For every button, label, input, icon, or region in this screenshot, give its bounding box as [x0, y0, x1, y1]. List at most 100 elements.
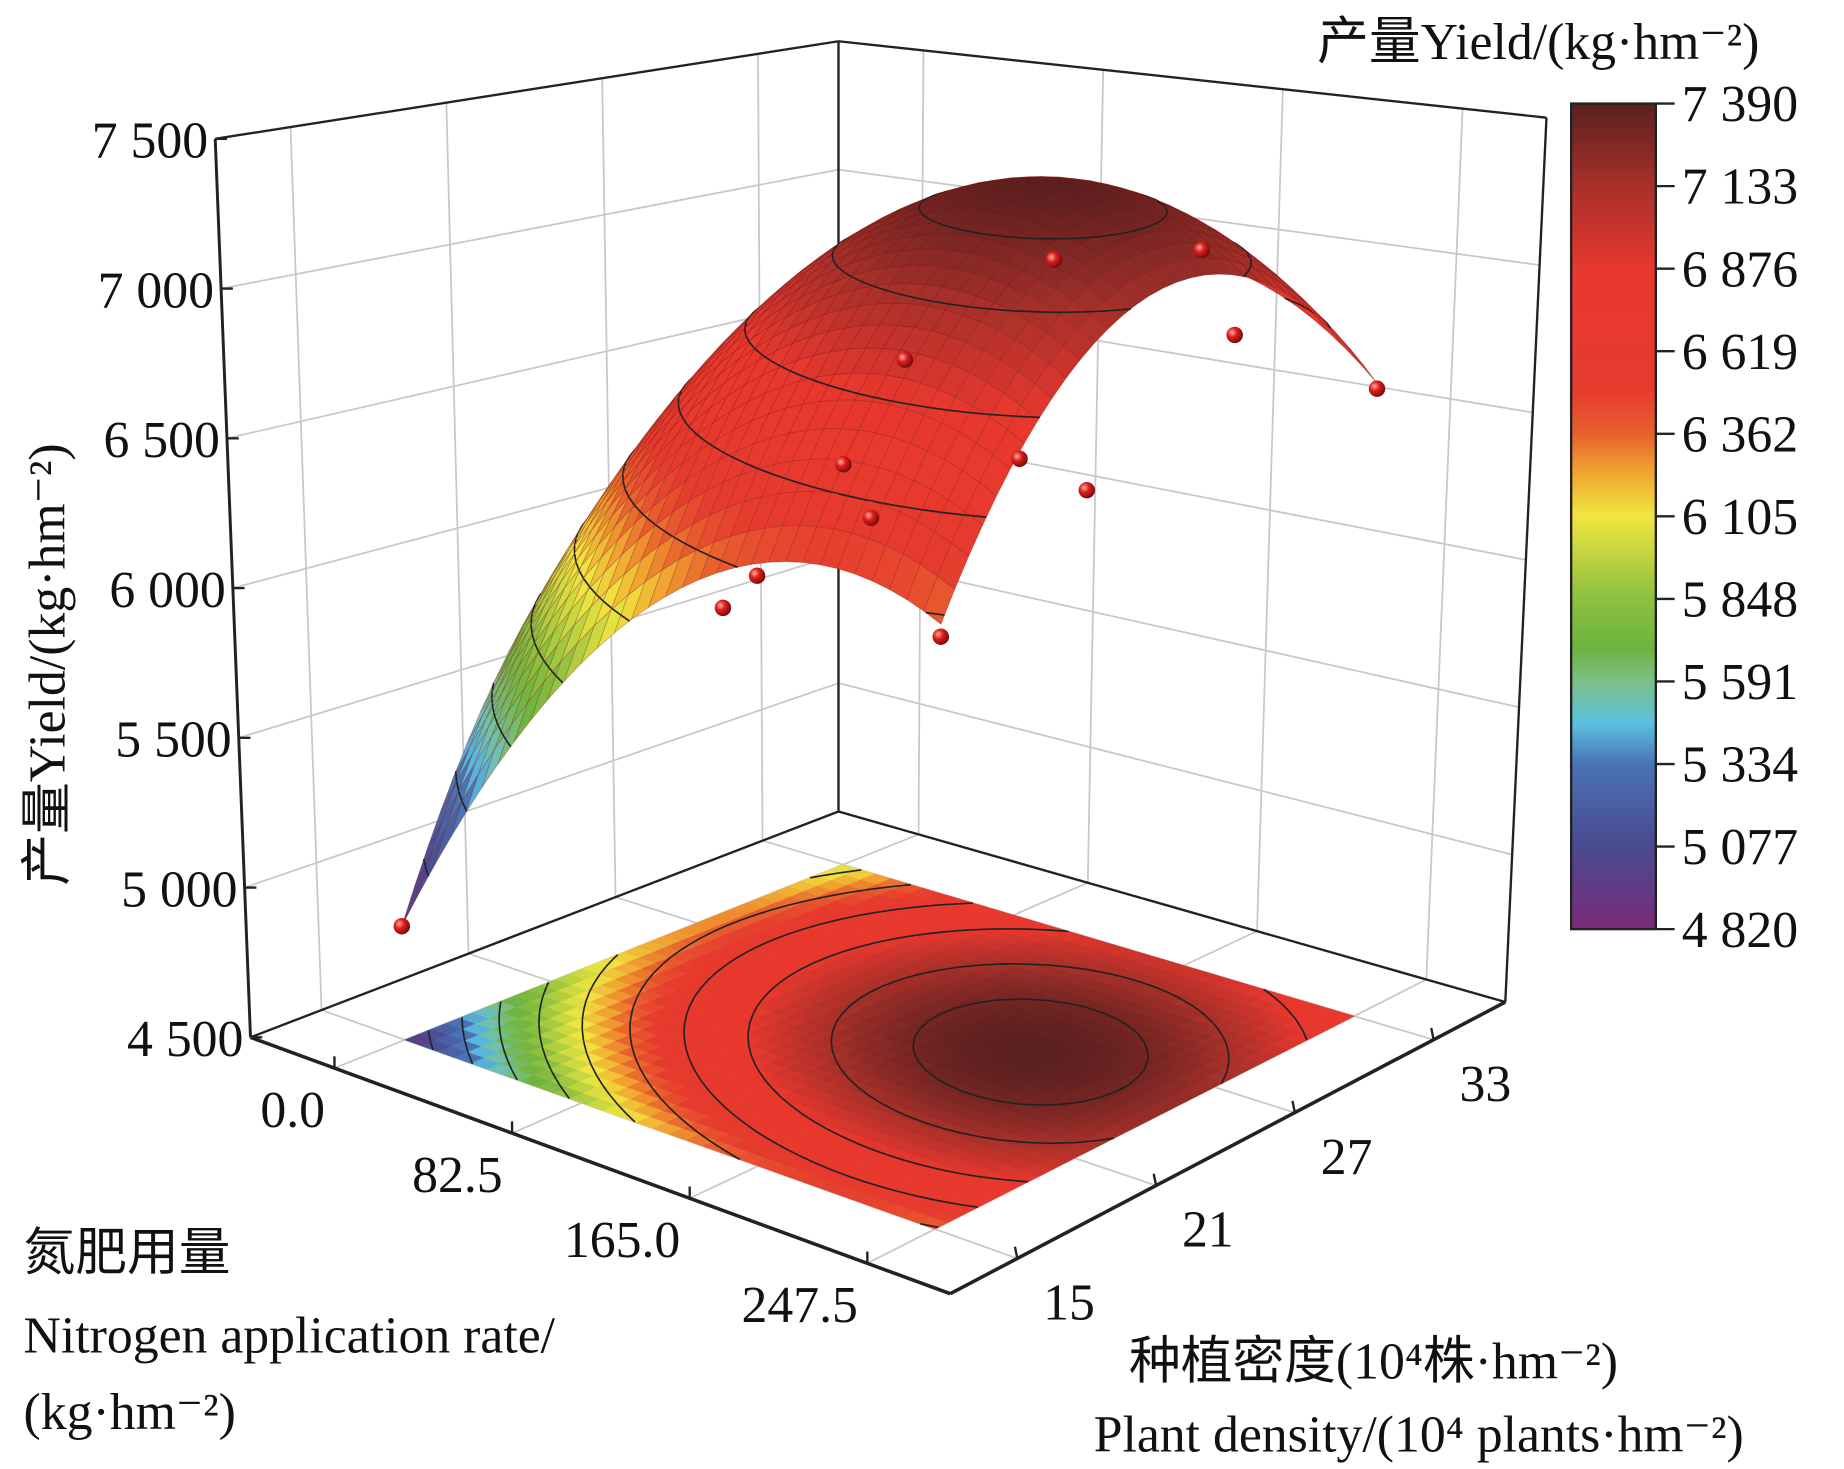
contour-line [835, 1020, 838, 1023]
contour-line [785, 1147, 800, 1157]
contour-line [503, 1049, 507, 1055]
contour-line [818, 872, 840, 878]
contour-line [902, 505, 923, 511]
colorbar-tick-label: 7 390 [1682, 76, 1798, 133]
contour-line [577, 525, 583, 533]
contour-line [1085, 1006, 1103, 1014]
contour-line [589, 989, 592, 992]
contour-line [758, 939, 773, 947]
y-axis-title-en: Plant density/(10⁴ plants·hm⁻²) [1094, 1406, 1744, 1463]
surface-cell [1186, 257, 1219, 276]
contour-line [924, 931, 940, 935]
contour-line [1220, 1081, 1223, 1085]
contour-line [1203, 1013, 1214, 1024]
colorbar-tick-label: 5 077 [1682, 819, 1798, 876]
box-edge [838, 40, 1547, 119]
contour-line [500, 1038, 503, 1044]
contour-line [928, 406, 949, 411]
contour-line [530, 614, 533, 619]
contour-line [422, 858, 427, 867]
contour-line [494, 716, 498, 723]
contour-line [605, 1089, 611, 1096]
contour-line [583, 1003, 586, 1010]
contour-line [750, 1055, 754, 1059]
contour-line [802, 375, 810, 380]
contour-line [680, 389, 683, 392]
observed-point [1226, 326, 1243, 344]
contour-line [897, 1190, 917, 1197]
contour-line [491, 682, 495, 691]
contour-line [545, 1058, 552, 1070]
contour-line [588, 585, 591, 589]
contour-line [809, 377, 816, 382]
contour-line [1087, 968, 1107, 974]
contour-line [626, 1113, 636, 1123]
contour-line [786, 928, 802, 936]
surface-cell [1020, 383, 1053, 421]
contour-line [925, 611, 945, 616]
contour-line [601, 1084, 608, 1091]
contour-line [894, 934, 917, 940]
contour-line [629, 1035, 633, 1047]
contour-line [865, 1181, 880, 1187]
contour-line [543, 660, 550, 669]
contour-line [781, 1097, 792, 1107]
contour-line [715, 964, 727, 973]
z-tick-label: 6 000 [109, 562, 225, 619]
contour-line [1227, 1062, 1230, 1068]
contour-line [1145, 1047, 1149, 1055]
contour-line [1127, 1024, 1139, 1035]
contour-line [924, 1122, 943, 1129]
y-tick [1013, 1246, 1019, 1259]
contour-line [622, 481, 626, 490]
contour-line [770, 984, 777, 991]
contour-line [1225, 1066, 1229, 1074]
contour-line [1161, 989, 1170, 994]
contour-line [1137, 1068, 1146, 1078]
contour-line [1106, 1013, 1117, 1020]
contour-line [590, 1063, 598, 1076]
surface-cell [1315, 315, 1346, 349]
contour-line [681, 417, 686, 422]
contour-line [1133, 226, 1148, 232]
contour-line [831, 1051, 837, 1060]
gridline-z [838, 682, 1513, 856]
contour-line [942, 511, 965, 516]
contour-line [631, 1005, 635, 1010]
contour-line [1200, 1011, 1205, 1015]
contour-line [581, 1009, 585, 1018]
contour-line [612, 954, 619, 960]
contour-line [429, 1038, 432, 1043]
contour-line [812, 956, 828, 964]
z-tick-label: 7 500 [92, 113, 208, 170]
contour-line [779, 975, 791, 984]
contour-line [914, 1027, 922, 1037]
contour-line [937, 903, 945, 906]
contour-line [912, 1036, 916, 1047]
contour-line [998, 1100, 1020, 1105]
contour-line [817, 919, 836, 926]
contour-line [864, 498, 870, 502]
contour-line [681, 385, 686, 390]
observed-point [1078, 481, 1095, 499]
contour-line [759, 1132, 773, 1142]
contour-line [799, 1154, 815, 1164]
contour-line [678, 390, 682, 398]
contour-line [790, 1105, 803, 1115]
contour-line [664, 530, 674, 538]
contour-line [915, 1058, 919, 1061]
contour-line [1303, 1032, 1308, 1041]
contour-line [831, 249, 835, 253]
contour-line [921, 508, 943, 514]
contour-line [851, 275, 862, 283]
contour-line [1023, 1141, 1042, 1144]
contour-line [700, 979, 709, 989]
contour-line [748, 341, 756, 350]
contour-line [595, 593, 601, 599]
contour-line [746, 316, 751, 321]
contour-line [939, 929, 960, 934]
z-axis-title: 产量Yield/(kg·hm⁻²) [20, 443, 77, 885]
contour-line [981, 1176, 1005, 1181]
contour-line [733, 457, 747, 465]
contour-line [1263, 988, 1271, 995]
